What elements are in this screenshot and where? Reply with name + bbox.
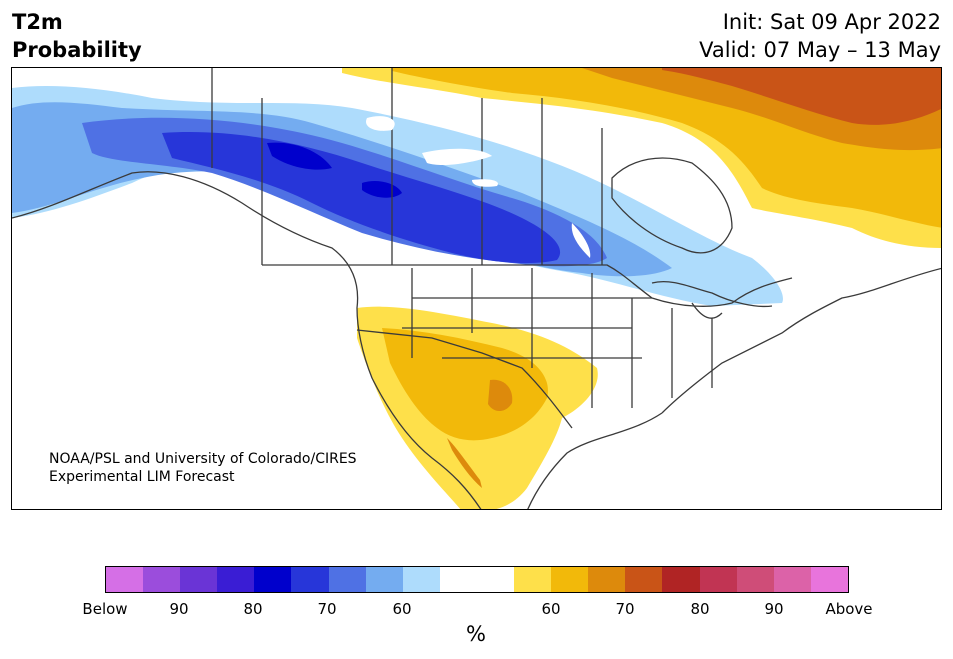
colorbar-segment xyxy=(217,567,255,592)
colorbar-segment xyxy=(143,567,181,592)
lake-athabasca xyxy=(472,179,498,187)
colorbar-label-above: Above xyxy=(825,600,873,618)
coastline-east xyxy=(661,267,941,414)
lake-winnipeg xyxy=(571,223,591,258)
colorbar-segment xyxy=(699,567,737,592)
title-line-1: T2m xyxy=(12,10,63,34)
shade-brown-ne xyxy=(662,68,941,125)
colorbar-segment xyxy=(625,567,663,592)
great-lakes xyxy=(651,281,773,319)
credit-line-1: NOAA/PSL and University of Colorado/CIRE… xyxy=(49,451,357,467)
colorbar-segment xyxy=(551,567,589,592)
colorbar-unit: % xyxy=(466,622,486,646)
credit-line-2: Experimental LIM Forecast xyxy=(49,469,235,485)
colorbar-label-90-below: 90 xyxy=(169,600,189,618)
boundary-layer xyxy=(12,68,941,509)
title-line-2: Probability xyxy=(12,38,142,62)
forecast-dates: Init: Sat 09 Apr 2022 Valid: 07 May – 13… xyxy=(699,8,941,64)
colorbar-segment xyxy=(439,567,477,592)
colorbar-segment xyxy=(291,567,329,592)
shading-layer xyxy=(12,68,941,509)
colorbar-label-90-above: 90 xyxy=(764,600,784,618)
colorbar-label-below: Below xyxy=(82,600,128,618)
us-canada-border xyxy=(262,264,793,307)
coastline-gulf xyxy=(527,412,663,509)
colorbar-label-80-above: 80 xyxy=(690,600,710,618)
colorbar-segment xyxy=(514,567,552,592)
colorbar-label-80-below: 80 xyxy=(243,600,263,618)
init-date: Init: Sat 09 Apr 2022 xyxy=(722,10,941,34)
shade-orange-sw xyxy=(488,379,513,412)
colorbar-segment xyxy=(810,567,848,592)
shade-blue-darkest xyxy=(267,142,332,170)
coastline-west xyxy=(12,171,482,509)
colorbar-segment xyxy=(476,567,515,592)
colorbar-segment xyxy=(254,567,292,592)
map-title: T2m Probability xyxy=(12,8,142,64)
colorbar xyxy=(105,566,849,593)
colorbar-label-60-below: 60 xyxy=(392,600,412,618)
shade-orange-baja xyxy=(447,438,482,488)
colorbar-segment xyxy=(736,567,774,592)
map-canvas xyxy=(12,68,941,509)
hudson-bay xyxy=(611,157,733,254)
credit-text: NOAA/PSL and University of Colorado/CIRE… xyxy=(49,450,357,486)
colorbar-segment xyxy=(180,567,218,592)
colorbar-segment xyxy=(328,567,366,592)
lakes-layer xyxy=(366,116,591,258)
valid-dates: Valid: 07 May – 13 May xyxy=(699,38,941,62)
colorbar-segment xyxy=(773,567,811,592)
colorbar-segment xyxy=(106,567,144,592)
colorbar-segment xyxy=(662,567,700,592)
great-bear-lake xyxy=(366,116,395,131)
state-lines xyxy=(402,268,713,408)
colorbar-label-70-below: 70 xyxy=(317,600,337,618)
colorbar-label-60-above: 60 xyxy=(541,600,561,618)
colorbar-segment xyxy=(365,567,403,592)
shade-gold-sw xyxy=(382,328,548,441)
colorbar-label-70-above: 70 xyxy=(615,600,635,618)
great-slave-lake xyxy=(422,148,492,166)
colorbar-segment xyxy=(402,567,440,592)
probability-map xyxy=(11,67,942,510)
colorbar-segment xyxy=(588,567,626,592)
